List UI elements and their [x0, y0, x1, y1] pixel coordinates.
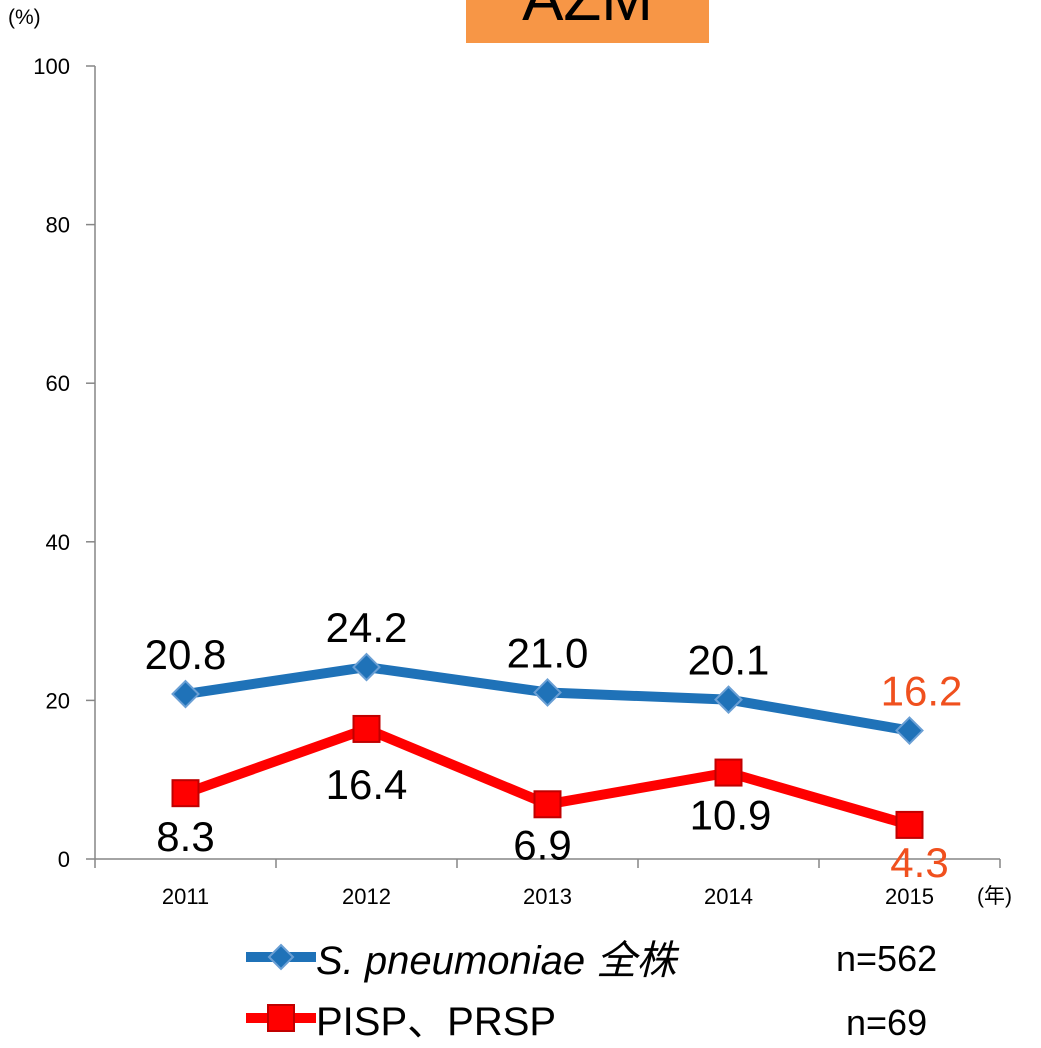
- series-1-point: [714, 685, 743, 715]
- y-tick-label: 100: [33, 54, 70, 79]
- legend-label-series-1: S. pneumoniae 全株: [316, 939, 677, 983]
- x-tick-label: 2014: [704, 884, 753, 909]
- series-1-count: n=562: [836, 938, 938, 979]
- series-2-point: [171, 779, 200, 808]
- legend-label-series-2: PISP、PRSP: [316, 1000, 557, 1044]
- series-1-point: [895, 716, 924, 745]
- series-1-point: [352, 652, 381, 682]
- x-tick-label: 2012: [342, 884, 391, 909]
- y-tick-label: 60: [46, 371, 70, 396]
- chart-title: AZM: [466, 0, 709, 43]
- series-1-point: [533, 678, 562, 707]
- series-2-data-label: 8.3: [156, 813, 214, 860]
- y-tick-label: 0: [58, 847, 70, 872]
- series-2-data-label: 6.9: [513, 821, 571, 868]
- series-2-point: [895, 810, 924, 839]
- series-1-data-label: 24.2: [326, 604, 408, 651]
- legend-item-series-1: S. pneumoniae 全株: [246, 932, 676, 983]
- series-1-data-label: 20.8: [145, 631, 227, 678]
- series-1-data-label: 20.1: [688, 637, 770, 684]
- series-2-point: [352, 714, 381, 743]
- legend-line-diamond-icon: [246, 943, 316, 971]
- series-2-point: [714, 758, 743, 787]
- series-1-data-label: 16.2: [881, 668, 963, 715]
- x-axis-unit: (年): [977, 885, 1012, 908]
- series-2-count: n=69: [846, 1002, 928, 1043]
- y-tick-label: 40: [46, 530, 70, 555]
- legend-item-series-2: PISP、PRSP: [246, 993, 556, 1044]
- series-1-point: [171, 679, 200, 709]
- y-tick-label: 20: [46, 688, 70, 713]
- series-1-data-label: 21.0: [507, 629, 589, 676]
- y-axis-unit: (%): [8, 6, 41, 29]
- y-tick-label: 80: [46, 213, 70, 238]
- legend-line-square-icon: [246, 1004, 316, 1032]
- series-2-data-label: 16.4: [326, 761, 408, 808]
- x-tick-label: 2013: [523, 884, 572, 909]
- x-tick-label: 2015: [885, 884, 934, 909]
- x-tick-label: 2011: [162, 884, 209, 909]
- series-2-data-label: 4.3: [890, 839, 948, 886]
- series-2-point: [533, 790, 562, 819]
- series-2-data-label: 10.9: [690, 792, 772, 839]
- title-box: [466, 0, 709, 43]
